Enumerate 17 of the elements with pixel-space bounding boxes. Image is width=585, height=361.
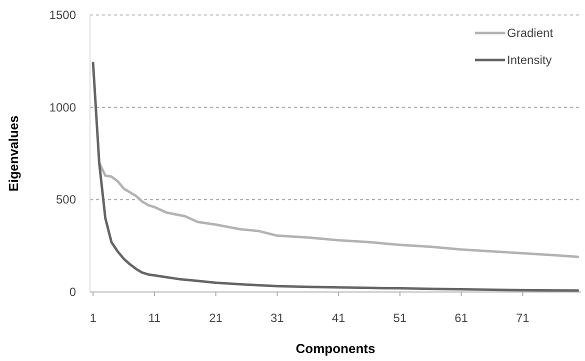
x-tick-label: 51 <box>393 311 407 325</box>
x-tick-label: 21 <box>209 311 223 325</box>
y-tick-label: 0 <box>69 285 76 299</box>
x-tick-label: 1 <box>90 311 97 325</box>
x-tick-label: 11 <box>148 311 161 325</box>
line-series <box>98 161 580 258</box>
legend-label: Gradient <box>507 26 554 40</box>
x-tick-label: 71 <box>516 311 530 325</box>
x-tick-label: 61 <box>454 311 468 325</box>
y-axis-title: Eigenvalues <box>6 116 21 192</box>
x-axis-title: Components <box>296 341 376 356</box>
legend-label: Intensity <box>507 53 552 67</box>
x-tick-label: 41 <box>332 311 346 325</box>
y-tick-label: 1500 <box>49 8 76 22</box>
y-tick-label: 500 <box>56 192 76 207</box>
y-tick-label: 1000 <box>49 100 76 114</box>
x-tick-label: 31 <box>270 311 284 325</box>
